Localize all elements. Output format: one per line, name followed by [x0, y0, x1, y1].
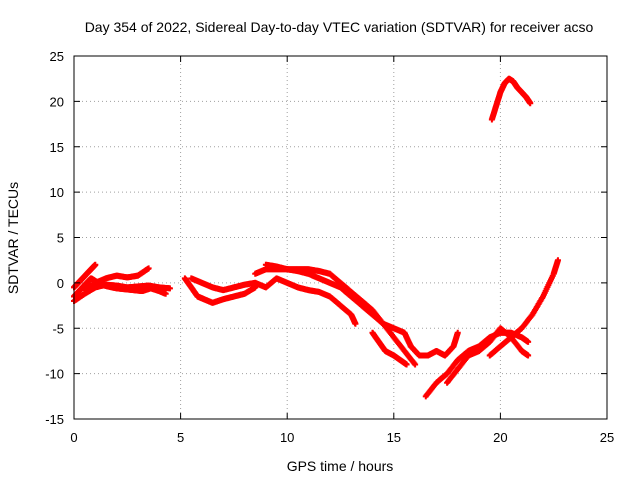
series-track-11 [407, 329, 461, 359]
series-track-8 [252, 275, 359, 327]
plot-frame [73, 55, 608, 420]
series-track-13 [444, 257, 561, 386]
y-tick-label: 25 [50, 49, 64, 64]
y-tick-label: 5 [57, 231, 64, 246]
data-point [527, 100, 534, 107]
grid-lines [74, 56, 607, 419]
series-track-15 [488, 75, 534, 123]
x-tick-label: 20 [493, 430, 507, 445]
y-axis-label: SDTVAR / TECUs [5, 182, 21, 294]
x-tick-label: 0 [70, 430, 77, 445]
x-tick-label: 15 [387, 430, 401, 445]
series-track-9 [262, 261, 419, 368]
data-points [71, 75, 561, 400]
data-point [454, 329, 461, 336]
data-point [162, 290, 169, 297]
x-tick-label: 25 [600, 430, 614, 445]
y-tick-label: 0 [57, 276, 64, 291]
axis-ticks: 0 5 10 15 20 25 -15 -10 -5 0 5 10 15 20 25 [45, 49, 614, 445]
y-tick-label: -5 [52, 321, 64, 336]
series-track-5 [181, 275, 259, 306]
data-point [412, 361, 419, 368]
data-point [166, 285, 173, 292]
y-tick-label: 10 [50, 185, 64, 200]
x-axis-label: GPS time / hours [287, 458, 394, 474]
data-point [525, 352, 532, 359]
data-point [92, 261, 99, 268]
y-tick-label: 20 [50, 94, 64, 109]
y-tick-label: -15 [45, 412, 64, 427]
data-point [525, 338, 532, 345]
chart-title: Day 354 of 2022, Sidereal Day-to-day VTE… [85, 19, 594, 35]
data-point [352, 320, 359, 327]
y-tick-label: 15 [50, 140, 64, 155]
y-tick-label: -10 [45, 367, 64, 382]
data-point [145, 265, 152, 272]
series-track-2 [71, 261, 99, 291]
x-tick-label: 10 [280, 430, 294, 445]
data-point [403, 361, 410, 368]
series-track-6 [188, 275, 259, 294]
series-track-10 [369, 329, 410, 368]
x-tick-label: 5 [177, 430, 184, 445]
series-track-14 [486, 334, 532, 359]
data-point [554, 257, 561, 264]
